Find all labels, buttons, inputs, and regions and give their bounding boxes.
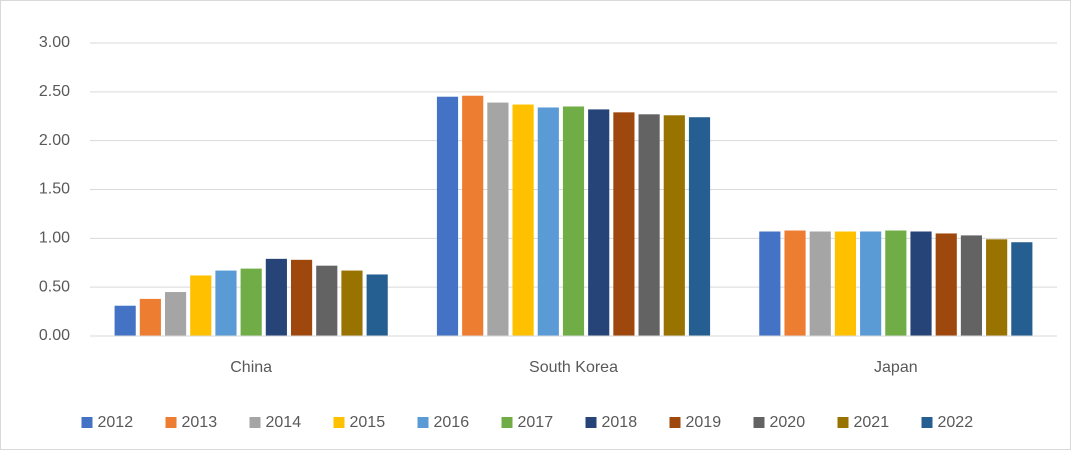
legend-label: 2020 — [770, 414, 806, 431]
bar — [512, 104, 534, 336]
legend-label: 2019 — [686, 414, 722, 431]
bar — [613, 112, 635, 337]
legend-swatch — [249, 417, 261, 428]
bar — [860, 231, 882, 336]
bar — [588, 109, 610, 336]
y-tick-label: 2.00 — [39, 132, 70, 149]
bar — [190, 275, 212, 336]
bar — [436, 96, 459, 336]
legend-label: 2013 — [182, 414, 218, 431]
y-tick-label: 1.00 — [39, 230, 70, 247]
legend-swatch — [81, 417, 93, 428]
legend-swatch — [753, 417, 765, 428]
bar — [164, 292, 187, 336]
bar — [759, 231, 781, 336]
x-tick-label: South Korea — [529, 359, 618, 376]
legend-label: 2012 — [98, 414, 134, 431]
bar — [316, 265, 338, 336]
bar — [487, 102, 509, 337]
bar — [960, 235, 983, 336]
bar — [215, 270, 237, 336]
bar — [663, 115, 685, 336]
bar — [290, 259, 313, 336]
bar — [1011, 242, 1033, 336]
legend-label: 2014 — [266, 414, 302, 431]
bar — [265, 258, 287, 336]
legend-swatch — [921, 417, 933, 428]
bar — [809, 231, 831, 336]
legend-label: 2021 — [854, 414, 890, 431]
bar — [784, 230, 806, 336]
bar — [562, 106, 585, 336]
bar — [366, 274, 388, 336]
legend-label: 2017 — [518, 414, 554, 431]
bar — [935, 233, 957, 336]
legend-label: 2022 — [938, 414, 974, 431]
legend-swatch — [333, 417, 345, 428]
y-tick-label: 1.50 — [39, 181, 70, 198]
legend-label: 2015 — [350, 414, 386, 431]
x-tick-label: China — [230, 359, 272, 376]
y-tick-label: 2.50 — [39, 83, 70, 100]
bar — [341, 270, 363, 336]
bar — [885, 230, 907, 336]
bar — [462, 95, 484, 337]
legend-swatch — [501, 417, 513, 428]
bar — [240, 268, 262, 336]
bar — [834, 231, 857, 336]
y-tick-label: 0.00 — [39, 327, 70, 344]
bar — [114, 305, 136, 336]
legend-swatch — [165, 417, 177, 428]
legend-swatch — [417, 417, 429, 428]
bar — [688, 117, 711, 336]
bar — [638, 114, 660, 337]
bar — [139, 298, 161, 336]
bar — [537, 107, 559, 337]
legend-swatch — [585, 417, 597, 428]
legend-label: 2018 — [602, 414, 638, 431]
bar — [986, 239, 1008, 336]
legend-label: 2016 — [434, 414, 470, 431]
legend-swatch — [837, 417, 849, 428]
y-tick-label: 3.00 — [39, 34, 70, 51]
x-tick-label: Japan — [874, 359, 918, 376]
legend-swatch — [669, 417, 681, 428]
bar — [910, 231, 932, 336]
y-tick-label: 0.50 — [39, 278, 70, 295]
